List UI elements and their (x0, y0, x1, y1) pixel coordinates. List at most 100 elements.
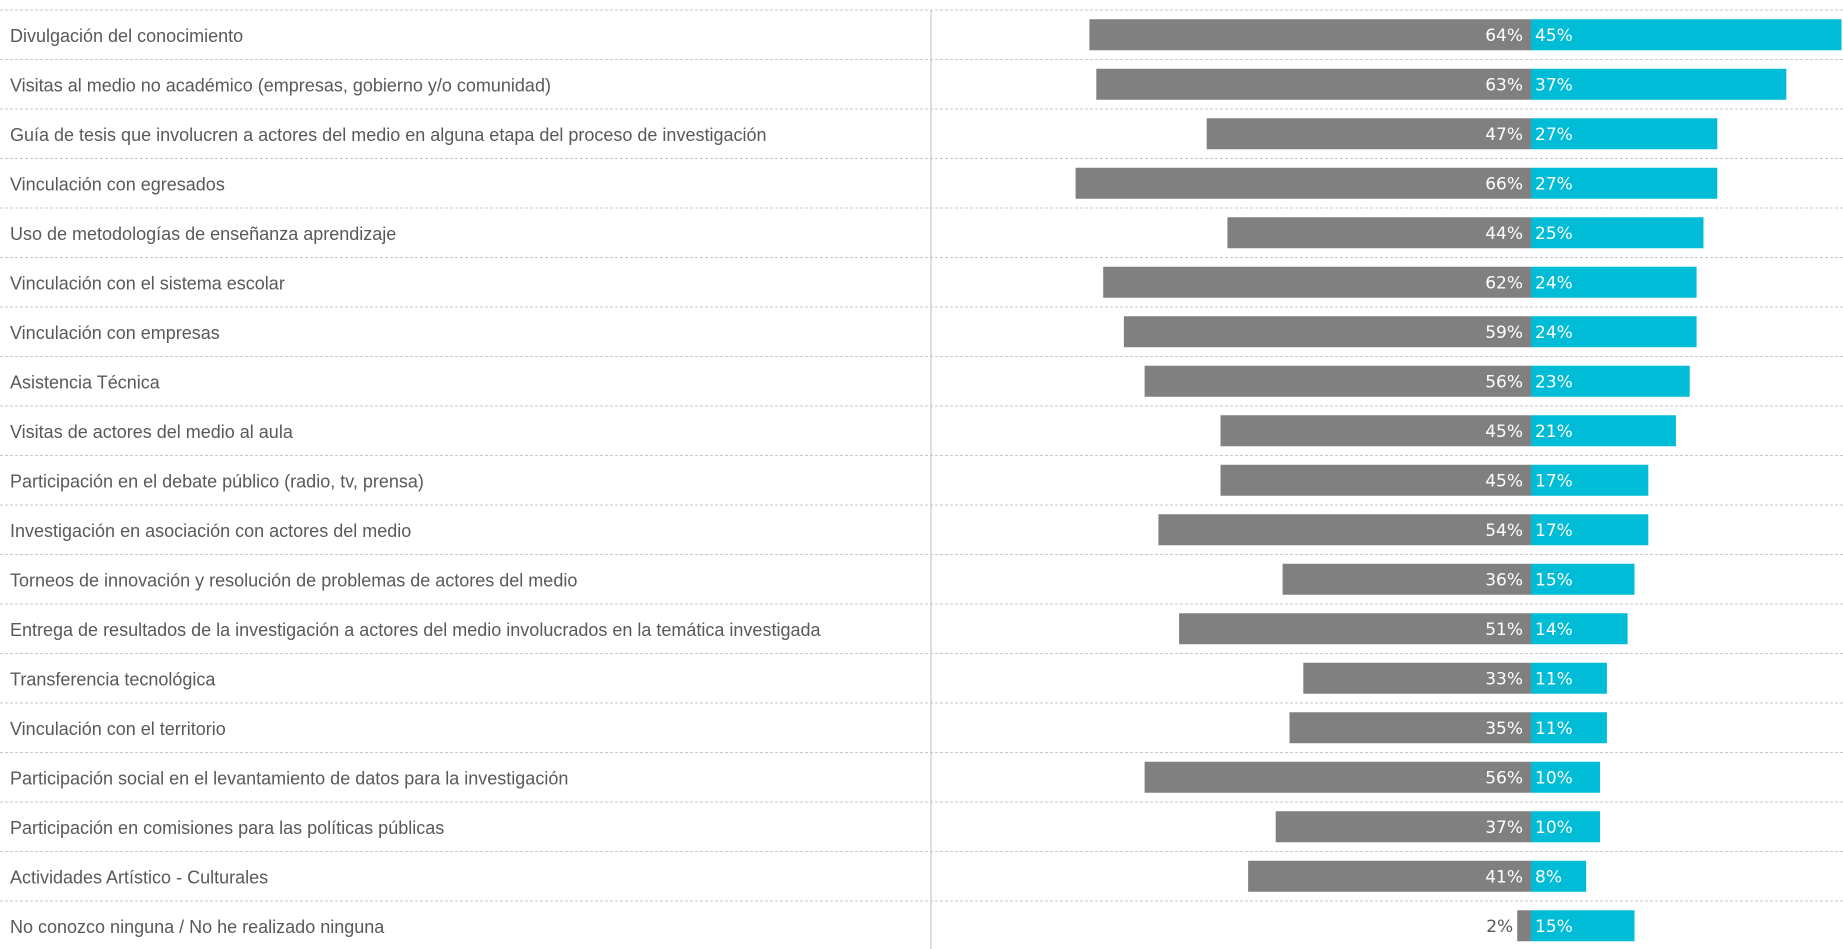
value-label-left: 45% (1485, 471, 1523, 491)
bar-left (1289, 712, 1531, 744)
bar-right (1531, 167, 1718, 199)
bar-right (1531, 266, 1697, 298)
value-label-right: 17% (1535, 471, 1573, 491)
bar-left (1103, 266, 1531, 298)
value-label-right: 11% (1535, 669, 1573, 689)
bar-left (1275, 811, 1531, 843)
bar-left (1089, 19, 1531, 51)
value-label-left: 33% (1485, 669, 1523, 689)
bar-right (1531, 563, 1635, 595)
bar-left (1282, 563, 1531, 595)
category-label: Vinculación con el sistema escolar (10, 273, 285, 293)
value-label-left: 2% (1486, 917, 1513, 937)
bar-right (1531, 860, 1587, 892)
bar-right (1531, 811, 1600, 843)
value-label-left: 45% (1485, 422, 1523, 442)
bar-left (1220, 415, 1531, 447)
bar-right (1531, 712, 1607, 744)
value-label-left: 54% (1485, 521, 1523, 541)
bar-left (1220, 464, 1531, 496)
bar-left (1303, 662, 1531, 694)
value-label-left: 51% (1485, 620, 1523, 640)
bar-right (1531, 761, 1600, 793)
bar-right (1531, 365, 1690, 397)
bar-left (1144, 365, 1531, 397)
bar-right (1531, 19, 1842, 51)
bar-left (1227, 217, 1531, 249)
value-label-left: 44% (1485, 224, 1523, 244)
value-label-right: 37% (1535, 75, 1573, 95)
value-label-left: 59% (1485, 323, 1523, 343)
gridlines (0, 9, 1843, 902)
bar-left (1123, 316, 1531, 348)
category-label: Divulgación del conocimiento (10, 26, 243, 46)
value-label-right: 27% (1535, 174, 1573, 194)
bar-right (1531, 415, 1676, 447)
bar-right (1531, 68, 1787, 100)
bar-right (1531, 217, 1704, 249)
bar-right (1531, 316, 1697, 348)
category-label: Participación en comisiones para las pol… (10, 818, 444, 838)
category-label: Visitas de actores del medio al aula (10, 422, 294, 442)
value-label-left: 41% (1485, 867, 1523, 887)
category-label: Participación social en el levantamiento… (10, 768, 568, 788)
category-label: Investigación en asociación con actores … (10, 521, 411, 541)
value-label-left: 56% (1485, 372, 1523, 392)
value-label-right: 23% (1535, 372, 1573, 392)
category-label: Uso de metodologías de enseñanza aprendi… (10, 224, 396, 244)
value-label-left: 66% (1485, 174, 1523, 194)
bar-left (1517, 910, 1531, 942)
category-label: Participación en el debate público (radi… (10, 471, 424, 491)
value-label-right: 27% (1535, 125, 1573, 145)
value-label-right: 11% (1535, 719, 1573, 739)
bar-left (1096, 68, 1531, 100)
bar-left (1144, 761, 1531, 793)
value-label-left: 56% (1485, 768, 1523, 788)
bar-right (1531, 464, 1649, 496)
value-label-left: 64% (1485, 26, 1523, 46)
category-label: Asistencia Técnica (10, 372, 161, 392)
value-label-right: 21% (1535, 422, 1573, 442)
value-label-right: 17% (1535, 521, 1573, 541)
category-label: Vinculación con egresados (10, 174, 225, 194)
bar-right (1531, 613, 1628, 645)
value-label-right: 45% (1535, 26, 1573, 46)
value-label-right: 15% (1535, 570, 1573, 590)
bar-left (1206, 118, 1531, 150)
value-label-left: 47% (1485, 125, 1523, 145)
value-label-right: 24% (1535, 273, 1573, 293)
bars (1075, 19, 1842, 942)
bar-right (1531, 662, 1607, 694)
value-label-right: 8% (1535, 867, 1562, 887)
bar-left (1248, 860, 1531, 892)
category-label: Vinculación con empresas (10, 323, 220, 343)
value-label-right: 10% (1535, 818, 1573, 838)
bar-left (1075, 167, 1531, 199)
value-label-right: 15% (1535, 917, 1573, 937)
value-label-right: 10% (1535, 768, 1573, 788)
bar-left (1158, 514, 1531, 546)
bar-right (1531, 910, 1635, 942)
category-label: Torneos de innovación y resolución de pr… (10, 570, 577, 590)
value-label-left: 63% (1485, 75, 1523, 95)
value-label-left: 37% (1485, 818, 1523, 838)
value-label-left: 62% (1485, 273, 1523, 293)
category-label: No conozco ninguna / No he realizado nin… (10, 917, 385, 937)
bar-left (1179, 613, 1531, 645)
category-label: Visitas al medio no académico (empresas,… (10, 75, 551, 95)
value-label-left: 36% (1485, 570, 1523, 590)
value-label-right: 24% (1535, 323, 1573, 343)
category-label: Actividades Artístico - Culturales (10, 867, 268, 887)
category-label: Entrega de resultados de la investigació… (10, 620, 821, 640)
value-labels: 64% 45% 63% 37% 47% 27% 66% 27% 44% 25% 62% 24% 59% 2… (1485, 26, 1573, 937)
category-label: Guía de tesis que involucren a actores d… (10, 125, 767, 145)
bar-right (1531, 514, 1649, 546)
value-label-right: 25% (1535, 224, 1573, 244)
category-labels: Divulgación del conocimiento Visitas al m… (10, 26, 821, 937)
value-label-left: 35% (1485, 719, 1523, 739)
category-label: Vinculación con el territorio (10, 719, 226, 739)
bar-right (1531, 118, 1718, 150)
category-label: Transferencia tecnológica (10, 669, 216, 689)
value-label-right: 14% (1535, 620, 1573, 640)
